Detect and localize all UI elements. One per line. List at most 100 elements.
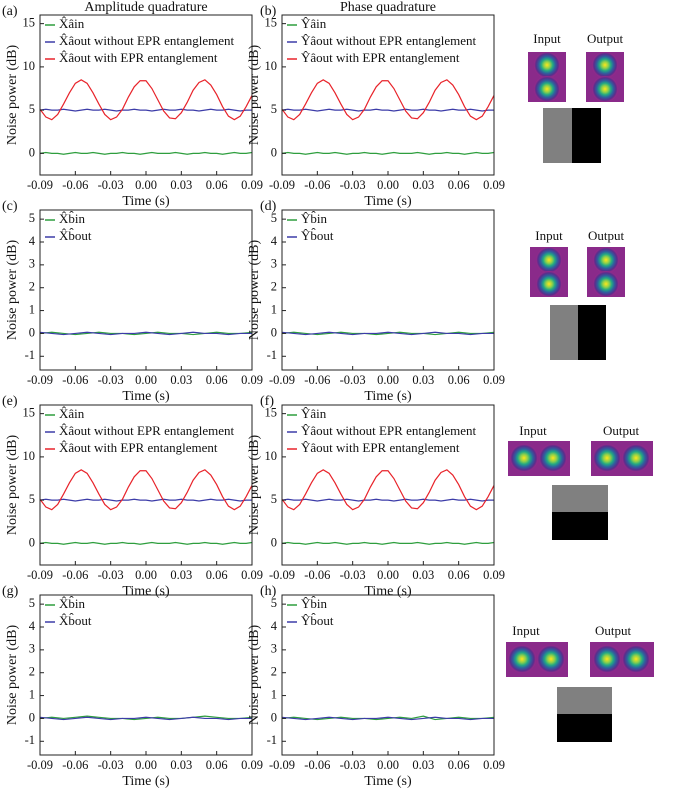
x-tick-label: 0.06 — [448, 568, 470, 582]
x-tick-label: -0.06 — [62, 373, 88, 387]
x-tick-label: 0.09 — [483, 568, 505, 582]
x-tick-label: -0.09 — [27, 568, 53, 582]
y-tick-label: 0 — [271, 710, 277, 724]
x-tick-label: -0.06 — [62, 568, 88, 582]
x-tick-label: -0.09 — [269, 373, 295, 387]
column-title: Phase quadrature — [340, 0, 436, 15]
inset-label: Output — [587, 31, 624, 46]
x-axis-label: Time (s) — [364, 194, 412, 209]
data-line — [282, 543, 494, 545]
x-tick-label: -0.03 — [98, 758, 124, 772]
figure: Input Output Input Output Input Output — [0, 0, 675, 791]
x-tick-label: 0.09 — [241, 758, 263, 772]
inset-label: Output — [603, 423, 640, 438]
x-tick-label: 0.09 — [241, 373, 263, 387]
x-axis-label: Time (s) — [122, 774, 170, 789]
y-tick-label: 2 — [271, 280, 277, 294]
y-tick-label: 0 — [271, 145, 277, 159]
y-axis-label: Noise power (dB) — [5, 625, 20, 726]
y-tick-label: 10 — [23, 449, 36, 463]
legend-label: Ŷâout with EPR entanglement — [301, 440, 460, 455]
mask — [557, 714, 612, 742]
x-tick-label: 0.00 — [135, 758, 157, 772]
mask — [552, 512, 608, 540]
mask — [572, 108, 601, 163]
y-tick-label: 2 — [271, 665, 277, 679]
beam-spot — [536, 271, 562, 297]
y-tick-label: 15 — [265, 406, 278, 420]
x-tick-label: 0.06 — [448, 758, 470, 772]
x-tick-label: 0.09 — [483, 178, 505, 192]
beam-spot — [539, 444, 567, 472]
x-tick-label: -0.06 — [304, 568, 330, 582]
data-line — [282, 109, 494, 111]
x-tick-label: 0.06 — [206, 758, 228, 772]
x-tick-label: -0.03 — [340, 568, 366, 582]
y-tick-label: 5 — [29, 596, 35, 610]
inset-label: Input — [535, 228, 563, 243]
legend-label: Ŷb̂out — [301, 613, 334, 628]
y-tick-label: 10 — [265, 59, 278, 73]
y-axis-label: Noise power (dB) — [247, 45, 262, 146]
y-axis-label: Noise power (dB) — [247, 435, 262, 536]
subplot: (c)-1012345-0.09-0.06-0.030.000.030.060.… — [2, 199, 263, 404]
beam-spot — [592, 76, 618, 102]
panel-label: (e) — [2, 394, 18, 409]
legend-label: X̂âin — [59, 406, 85, 421]
y-tick-label: 5 — [29, 492, 35, 506]
y-tick-label: 5 — [271, 211, 277, 225]
x-tick-label: 0.03 — [170, 758, 192, 772]
inset-label: Output — [588, 228, 625, 243]
y-tick-label: -1 — [25, 733, 35, 747]
y-axis-label: Noise power (dB) — [247, 240, 262, 341]
x-tick-label: 0.03 — [412, 568, 434, 582]
x-tick-label: -0.06 — [304, 758, 330, 772]
legend-label: Ŷâout without EPR entanglement — [301, 423, 477, 438]
mask — [543, 108, 572, 163]
beam-spot — [593, 645, 621, 673]
x-tick-label: 0.00 — [135, 373, 157, 387]
x-tick-label: 0.00 — [377, 373, 399, 387]
inset-row-1: Input Output — [528, 31, 624, 163]
x-tick-label: 0.00 — [377, 178, 399, 192]
inset-row-3: Input Output — [508, 423, 653, 540]
y-tick-label: 5 — [29, 102, 35, 116]
inset-row-4: Input Output — [506, 623, 654, 742]
x-tick-label: 0.06 — [206, 178, 228, 192]
inset-label: Input — [533, 31, 561, 46]
y-tick-label: 3 — [271, 642, 277, 656]
x-tick-label: 0.00 — [377, 568, 399, 582]
panel-label: (g) — [2, 584, 19, 599]
page: {"chart_data": [ {"type": "line", "panel… — [0, 0, 675, 791]
subplot: Phase quadrature(b)051015-0.09-0.06-0.03… — [247, 0, 505, 209]
y-tick-label: -1 — [267, 733, 277, 747]
y-tick-label: 4 — [29, 234, 36, 248]
x-tick-label: 0.09 — [241, 178, 263, 192]
beam-spot — [622, 444, 650, 472]
mask — [552, 485, 608, 512]
y-tick-label: 2 — [29, 280, 35, 294]
beam-spot — [508, 645, 536, 673]
panel-label: (a) — [2, 4, 18, 19]
legend-label: Ŷb̂in — [301, 596, 328, 611]
x-tick-label: -0.06 — [304, 178, 330, 192]
legend-label: Ŷâin — [301, 16, 327, 31]
x-tick-label: -0.09 — [269, 178, 295, 192]
x-tick-label: -0.03 — [340, 373, 366, 387]
legend-label: X̂âout without EPR entanglement — [59, 423, 235, 438]
x-axis-label: Time (s) — [364, 389, 412, 404]
x-tick-label: 0.00 — [135, 568, 157, 582]
beam-spot — [534, 76, 560, 102]
beam-spot — [510, 444, 538, 472]
y-tick-label: 1 — [29, 302, 35, 316]
x-tick-label: 0.00 — [377, 758, 399, 772]
beam-spot — [593, 271, 619, 297]
beam-spot — [537, 645, 565, 673]
y-tick-label: -1 — [25, 348, 35, 362]
x-tick-label: 0.09 — [483, 373, 505, 387]
x-tick-label: -0.06 — [304, 373, 330, 387]
legend-label: X̂b̂in — [59, 211, 86, 226]
y-tick-label: 15 — [23, 16, 36, 30]
y-tick-label: 0 — [271, 325, 277, 339]
